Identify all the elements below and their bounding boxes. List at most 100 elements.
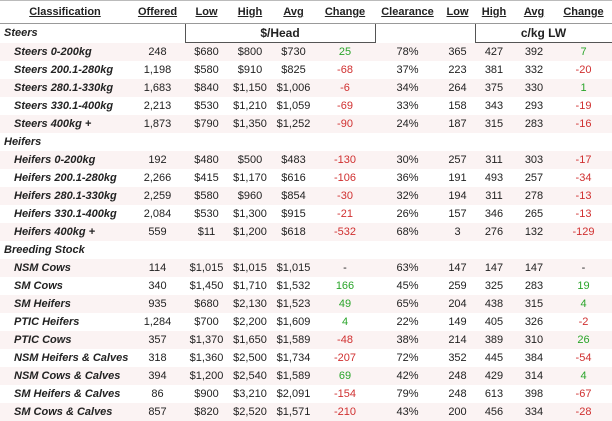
cell: 45% [396,280,419,292]
cell: $2,130 [228,295,272,313]
cell: 343 [484,100,504,112]
cell: 248 [448,388,467,400]
cell: -28 [555,403,612,421]
section-title: Breeding Stock [4,244,85,256]
cell: 4 [555,295,612,313]
cell: -210 [315,403,375,421]
cell: 194 [440,187,475,205]
cell: 1,284 [143,316,172,328]
cell: $1,589 [272,331,315,349]
cell: 392 [513,42,555,61]
cell: $1,015 [228,259,272,277]
cell: -20 [575,64,592,76]
cell: 26 [555,331,612,349]
cell: $1,523 [272,295,315,313]
cell: $1,210 [233,100,267,112]
cell: -130 [315,151,375,169]
data-row: Heifers 400kg +559 $11 $1,200 $618 -532 68% 3 2… [0,223,612,241]
cell: $530 [194,100,219,112]
cell: 49 [315,295,375,313]
column-header: Avg [272,0,315,24]
cell: $910 [237,64,263,76]
cell: 340 [148,280,167,292]
cell: $1,150 [228,79,272,97]
cell: 69 [315,367,375,385]
row-label: Heifers 280.1-330kg [0,187,130,205]
column-header: Change [315,0,375,24]
row-label: Steers 400kg + [0,115,130,133]
cell: 257 [524,172,544,184]
cell: 72% [396,352,419,364]
section-row: Heifers [0,133,612,151]
cell: $730 [272,42,315,61]
section-title: Heifers [4,136,42,148]
cell: 26% [396,208,419,220]
section-row: Steers $/Head c/kg LW [0,23,612,43]
cell: 264 [440,79,475,97]
cell: 1,873 [130,115,185,133]
cell: 248 [130,42,185,61]
section-row: Breeding Stock [0,241,612,259]
data-row: SM Heifers 935 $680 $2,130 $1,523 49 65% 204 438… [0,295,612,313]
cell: 332 [524,64,544,76]
cell: 204 [440,295,475,313]
cell: $1,200 [185,367,228,385]
cell: 559 [130,223,185,241]
unit-label: $/Head [184,23,376,43]
cell: 381 [484,64,504,76]
data-row: NSM Heifers & Calves 318 $1,360 $2,500 $1,73… [0,349,612,367]
data-row: Steers 200.1-280kg 1,198 $580 $910 $825 -68 37… [0,61,612,79]
cell: $1,370 [185,331,228,349]
cell: $2,500 [233,352,267,364]
data-row: Steers 330.1-400kg 2,213 $530 $1,210 $1,059 -… [0,97,612,115]
cell: 24% [375,115,440,133]
cell: -54 [575,352,592,364]
row-label: NSM Cows [0,259,130,277]
cell: 352 [448,352,467,364]
cell: $1,059 [276,100,311,112]
row-label: Heifers 400kg + [0,223,130,241]
column-header: Classification [0,0,130,24]
unit-label: c/kg LW [474,23,612,43]
cell: 114 [130,259,185,277]
cell: -90 [315,115,375,133]
section-title: Steers [4,27,38,40]
cell: 25 [315,42,375,61]
row-label: NSM Heifers & Calves [14,352,129,364]
cell: $825 [281,64,306,76]
row-label: Steers 280.1-330kg [0,79,130,97]
cell: $2,200 [233,316,267,328]
cell: $854 [272,187,315,205]
cell: $1,015 [185,259,228,277]
cell: 38% [375,331,440,349]
cell: 42% [375,367,440,385]
cell: $2,520 [228,403,272,421]
cell: - [315,259,375,277]
column-header: High [475,0,513,24]
cell: -6 [315,79,375,97]
cell: 34% [375,79,440,97]
cell: $2,540 [228,367,272,385]
cell: 68% [375,223,440,241]
cell: 493 [484,172,504,184]
row-label: PTIC Cows [0,331,130,349]
cell: -154 [333,388,357,400]
cell: 346 [484,208,504,220]
cell: -532 [315,223,375,241]
cell: 78% [375,42,440,61]
cell: $915 [281,208,306,220]
cell: $1,450 [189,280,224,292]
cell: 315 [513,295,555,313]
cell: 375 [475,79,513,97]
cell: $3,210 [233,388,267,400]
cell: 365 [440,42,475,61]
cell: -17 [555,151,612,169]
data-row: SM Cows 340 $1,450 $1,710 $1,532 166 45% 259 325… [0,277,612,295]
cell: 147 [475,259,513,277]
cell: $483 [272,151,315,169]
cell: $790 [185,115,228,133]
data-row: Steers 0-200kg 248 $680 $800 $730 25 78% 365 427… [0,42,612,61]
spacer [130,241,612,259]
cell: 79% [396,388,419,400]
cell: -16 [555,115,612,133]
